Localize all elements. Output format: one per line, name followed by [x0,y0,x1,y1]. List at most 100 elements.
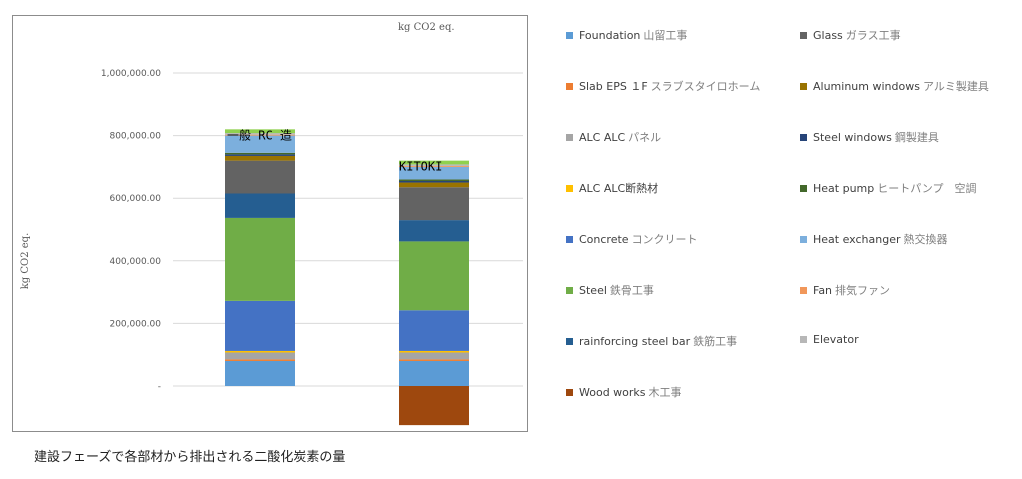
legend-label: rainforcing steel bar [579,334,691,348]
bar-segment [399,352,469,360]
legend-swatch [800,31,807,39]
bar-segment [399,386,469,426]
legend-swatch [800,184,807,192]
legend-label: ALC ALC断熱材 [579,182,659,195]
legend-label: Elevator [813,333,859,346]
legend-label: Steel windows [813,130,892,144]
legend-label: Slab EPS １F [579,80,648,93]
legend-swatch [800,235,807,243]
legend-label-jp: 木工事 [648,386,682,399]
bar-segment [399,187,469,221]
legend-label-jp: 熱交換器 [903,233,948,246]
legend-label-jp: 鉄骨工事 [609,284,654,297]
legend-item: rainforcing steel bar 鉄筋工事 [566,333,737,349]
legend-label: Glass [813,28,843,42]
legend-item: ALC ALC断熱材 [566,180,658,196]
bar-segment [225,135,295,153]
legend-item: Heat pump ヒートパンプ 空調 [800,180,976,196]
legend-swatch [566,31,573,39]
legend-label-jp: スラブスタイロホーム [650,80,761,93]
bar-segment [225,359,295,361]
legend-label-jp: 鉄筋工事 [693,335,738,348]
bar-segment [225,360,295,386]
bar-segment [399,165,469,167]
bar-segment [225,217,295,301]
bar-segment [399,179,469,181]
legend-item: Glass ガラス工事 [800,27,901,43]
bar-segment [225,350,295,353]
unit-label: kg CO2 eq. [398,22,455,33]
bar-segment [399,360,469,386]
legend-label: Steel [579,283,607,297]
legend-label-jp: 山留工事 [643,29,688,42]
legend-label: Heat pump [813,181,875,195]
legend-item: Concrete コンクリート [566,231,698,247]
bar-segment [225,193,295,218]
legend-swatch [800,82,807,90]
bar-segment [399,164,469,166]
legend-item: Steel windows 鋼製建具 [800,129,939,145]
legend-label: Aluminum windows [813,79,920,93]
legend-swatch [566,133,573,141]
bar-segment [399,359,469,361]
legend-label: Fan [813,283,833,297]
bar-segment [225,134,295,136]
bar-segment [399,310,469,351]
bar-category-label: KITOKI [399,160,442,174]
bar-segment [399,182,469,188]
bar-segment [399,180,469,183]
legend-label-jp: 鋼製建具 [894,131,939,144]
bar-segment [399,241,469,311]
legend-label-jp: パネル [628,131,662,144]
legend-label-jp: ガラス工事 [845,29,901,42]
legend-label-jp: アルミ製建具 [922,80,989,93]
bar-segment [225,154,295,156]
legend-item: ALC ALC パネル [566,129,661,145]
bar-segment [225,160,295,194]
legend-item: Aluminum windows アルミ製建具 [800,78,989,94]
legend-swatch [566,337,573,345]
legend-swatch [566,286,573,294]
legend-label-jp: 排気ファン [835,284,891,297]
legend-swatch [800,133,807,141]
figure-caption: 建設フェーズで各部材から排出される二酸化炭素の量 [34,450,346,465]
legend-label: ALC ALC [579,130,626,144]
legend-swatch [566,184,573,192]
legend-item: Fan 排気ファン [800,282,890,298]
legend-label: Wood works [579,385,646,399]
legend-label: Foundation [579,28,641,42]
legend-swatch [566,235,573,243]
legend-label: Heat exchanger [813,232,901,246]
bar-segment [225,129,295,134]
bar-category-label: 一般 RC 造 [227,127,292,142]
legend-item: Wood works 木工事 [566,384,682,400]
legend-label-jp: ヒートパンプ 空調 [877,182,977,195]
y-tick-label: 600,000.00 [109,194,161,204]
legend-item: Heat exchanger 熱交換器 [800,231,947,247]
y-tick-label: - [158,382,161,392]
legend-item: Elevator [800,333,859,346]
legend-label: Concrete [579,232,629,246]
y-tick-label: 1,000,000.00 [101,69,161,79]
legend-item: Foundation 山留工事 [566,27,687,43]
y-tick-label: 400,000.00 [109,257,161,267]
bar-segment [225,155,295,161]
legend-swatch [800,336,807,343]
bar-segment [399,350,469,353]
legend-swatch [800,286,807,294]
bar-segment [225,152,295,155]
y-tick-label: 800,000.00 [109,132,161,142]
legend-item: Slab EPS １F スラブスタイロホーム [566,78,760,94]
bar-segment [225,352,295,360]
bar-segment [399,220,469,242]
bar-segment [399,166,469,180]
legend-swatch [566,388,573,396]
legend-label-jp: コンクリート [631,233,698,246]
y-axis-label: kg CO2 eq. [20,233,31,290]
chart-area: - 200,000.00 400,000.00 600,000.00 800,000.0… [12,15,528,432]
legend-swatch [566,82,573,90]
bar-segment [225,300,295,351]
bar-segment [225,133,295,135]
y-tick-label: 200,000.00 [109,319,161,329]
legend-item: Steel 鉄骨工事 [566,282,654,298]
